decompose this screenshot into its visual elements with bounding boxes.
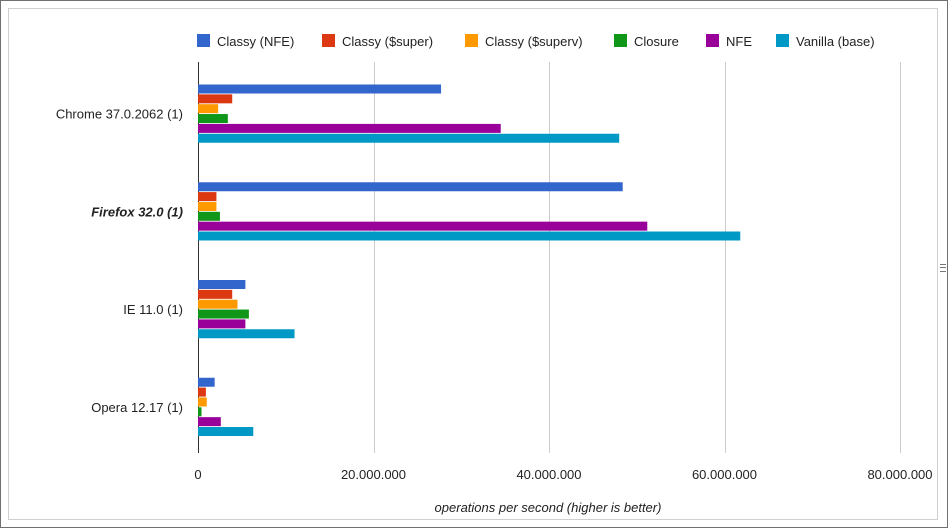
x-tick-label: 40.000.000: [516, 467, 581, 482]
bar-classy-superv-chrome-37-0-2062-1[interactable]: [198, 104, 219, 114]
bar-classy-superv-firefox-32-0-1[interactable]: [198, 201, 217, 211]
bar-classy-super-firefox-32-0-1[interactable]: [198, 192, 217, 202]
bar-classy-super-opera-12-17-1[interactable]: [198, 387, 206, 397]
bar-classy-super-chrome-37-0-2062-1[interactable]: [198, 94, 233, 104]
bar-classy-nfe-opera-12-17-1[interactable]: [198, 377, 215, 387]
x-axis-title: operations per second (higher is better): [435, 500, 662, 515]
legend-item-classy-superv[interactable]: Classy ($superv): [465, 34, 583, 49]
legend-swatch: [465, 34, 478, 47]
bar-closure-chrome-37-0-2062-1[interactable]: [198, 114, 228, 124]
bar-vanilla-base-ie-11-0-1[interactable]: [198, 329, 295, 339]
legend-label: Closure: [634, 34, 679, 49]
bar-closure-ie-11-0-1[interactable]: [198, 309, 249, 319]
chart-category-labels: Chrome 37.0.2062 (1) Firefox 32.0 (1) IE 1…: [56, 107, 183, 415]
bar-vanilla-base-opera-12-17-1[interactable]: [198, 427, 254, 436]
bar-classy-superv-ie-11-0-1[interactable]: [198, 299, 238, 309]
bar-nfe-ie-11-0-1[interactable]: [198, 319, 246, 329]
category-label[interactable]: Opera 12.17 (1): [91, 400, 183, 415]
chart-inner-border: [8, 8, 938, 520]
bar-nfe-firefox-32-0-1[interactable]: [198, 221, 648, 231]
chart-gridlines: [198, 62, 901, 453]
chart-bars: [198, 84, 741, 436]
legend-item-vanilla-base[interactable]: Vanilla (base): [776, 34, 875, 49]
category-label[interactable]: Chrome 37.0.2062 (1): [56, 107, 183, 122]
bar-classy-superv-opera-12-17-1[interactable]: [198, 397, 207, 407]
legend-item-nfe[interactable]: NFE: [706, 34, 752, 49]
bar-nfe-opera-12-17-1[interactable]: [198, 417, 221, 427]
bar-vanilla-base-chrome-37-0-2062-1[interactable]: [198, 133, 620, 143]
legend-swatch: [776, 34, 789, 47]
legend-item-classy-nfe[interactable]: Classy (NFE): [197, 34, 294, 49]
bar-closure-firefox-32-0-1[interactable]: [198, 211, 220, 221]
chart-x-tick-labels: 0 20.000.000 40.000.000 60.000.000 80.000.00…: [194, 467, 932, 482]
resize-grip-icon[interactable]: [940, 264, 946, 272]
chart-legend: Classy (NFE) Classy ($super) Classy ($supe…: [197, 34, 875, 49]
legend-label: NFE: [726, 34, 752, 49]
legend-swatch: [197, 34, 210, 47]
category-label[interactable]: Firefox 32.0 (1): [91, 204, 183, 219]
bar-classy-nfe-chrome-37-0-2062-1[interactable]: [198, 84, 442, 94]
x-tick-label: 0: [194, 467, 201, 482]
bar-classy-nfe-firefox-32-0-1[interactable]: [198, 182, 623, 192]
bar-classy-nfe-ie-11-0-1[interactable]: [198, 280, 246, 289]
x-tick-label: 20.000.000: [341, 467, 406, 482]
legend-swatch: [614, 34, 627, 47]
x-tick-label: 80.000.000: [867, 467, 932, 482]
bar-nfe-chrome-37-0-2062-1[interactable]: [198, 123, 501, 133]
category-label[interactable]: IE 11.0 (1): [123, 302, 183, 317]
legend-label: Classy ($super): [342, 34, 433, 49]
bar-vanilla-base-firefox-32-0-1[interactable]: [198, 231, 741, 241]
bar-closure-opera-12-17-1[interactable]: [198, 407, 202, 417]
legend-item-classy-super[interactable]: Classy ($super): [322, 34, 433, 49]
legend-item-closure[interactable]: Closure: [614, 34, 679, 49]
x-tick-label: 60.000.000: [692, 467, 757, 482]
legend-label: Classy (NFE): [217, 34, 294, 49]
legend-label: Vanilla (base): [796, 34, 875, 49]
legend-swatch: [322, 34, 335, 47]
bar-classy-super-ie-11-0-1[interactable]: [198, 289, 233, 299]
legend-swatch: [706, 34, 719, 47]
legend-label: Classy ($superv): [485, 34, 583, 49]
